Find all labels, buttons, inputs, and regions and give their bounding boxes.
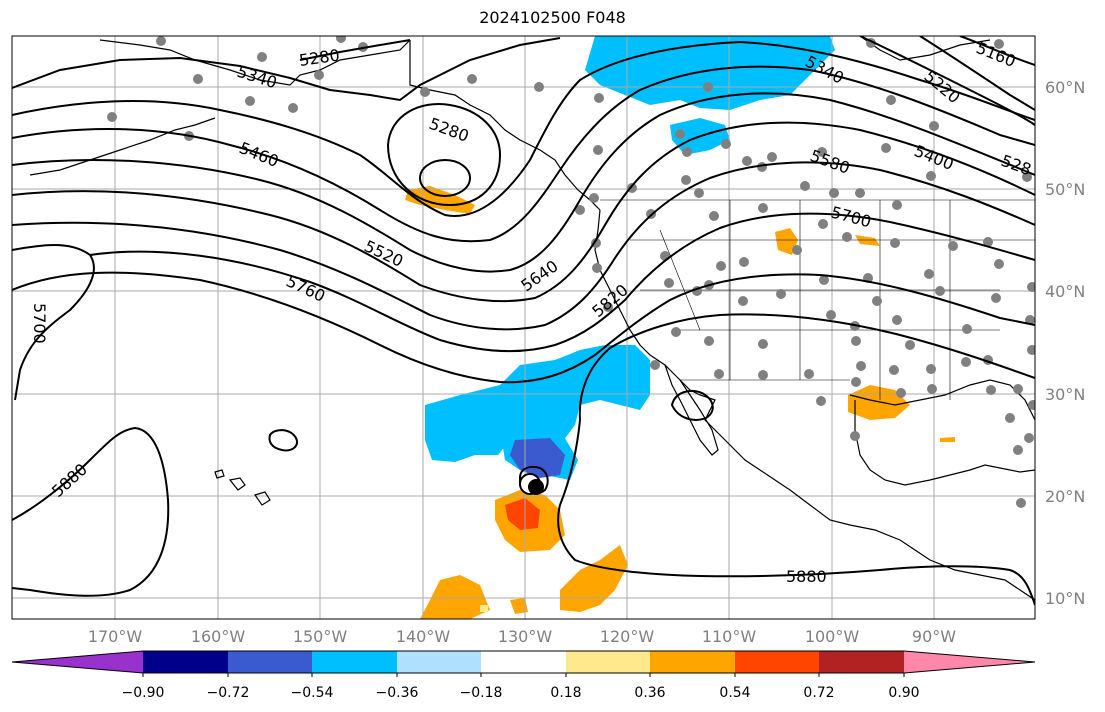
shade-orange-dot [940,437,955,442]
colorbar-segment [312,651,397,673]
lon-label: 160°W [191,627,246,646]
contour-low-mid [386,103,502,207]
contour-label: 5700 [30,303,49,344]
contour-5700-pac [12,244,95,401]
lat-label: 20°N [1045,487,1085,506]
contour-5580 [12,121,1035,303]
colorbar-segment [143,651,228,673]
map-title: 2024102500 F048 [479,8,626,27]
lat-label: 60°N [1045,78,1085,97]
contour-5280-alaska [299,39,411,61]
lon-label: 170°W [88,627,143,646]
colorbar-segment [228,651,312,673]
contour-east-upper [859,36,1035,126]
lon-label: 140°W [396,627,451,646]
colorbar-segment [481,651,566,673]
contour-5400 [12,40,1035,217]
lat-label: 30°N [1045,385,1085,404]
map-frame [11,35,1036,620]
lat-label: 40°N [1045,282,1085,301]
colorbar-segment [735,651,819,673]
colorbar-segment [566,651,650,673]
colorbar-tick-label: 0.90 [888,685,919,701]
shade-yellow-dot [480,605,488,612]
colorbar-tick-label: 0.72 [803,685,834,701]
contour-5880-east [557,419,1035,606]
lat-labels: 60°N 50°N 40°N 30°N 20°N 10°N [1045,78,1085,608]
lon-labels: 170°W 160°W 150°W 140°W 130°W 120°W 110°… [88,627,956,646]
colorbar-labels: −0.90 −0.72 −0.54 −0.36 −0.18 0.18 0.36 0.54 0.7… [122,673,920,701]
shade-orange-bottom-1 [420,575,490,619]
contour-5160 [959,36,1035,66]
colorbar-tick-label: 0.18 [550,685,581,701]
shade-orange-bottom-3 [510,598,528,614]
station-dots [107,36,1035,508]
lon-label: 120°W [600,627,655,646]
colorbar-tick-label: −0.90 [122,685,165,701]
lon-label: 90°W [912,627,956,646]
colorbar [11,650,1036,674]
colorbar-segment [650,651,735,673]
shade-cyan-central [425,345,650,462]
contour-5760 [12,271,1035,384]
shade-orange-bottom-2 [560,545,628,612]
colorbar-tick-label: −0.18 [460,685,503,701]
shade-blue-core [510,438,565,478]
colorbar-tick-label: 0.54 [719,685,750,701]
colorbar-tick-label: −0.54 [291,685,334,701]
contour-label: 5880 [786,567,827,586]
colorbar-extend-right [904,651,1035,673]
contour-gulf-loop [670,389,714,421]
shade-red-south [505,498,540,530]
shade-orange-plains [855,235,880,246]
cyclone-marker [519,473,544,495]
contour-low-inner [418,159,472,197]
colorbar-extend-left [12,651,143,673]
lon-label: 130°W [498,627,553,646]
contour-5880-small [268,429,298,452]
colorbar-segment [819,651,904,673]
shade-orange-rockies [775,228,798,255]
colorbar-tick-label: 0.36 [634,685,665,701]
lon-label: 110°W [702,627,757,646]
colorbar-tick-label: −0.72 [207,685,250,701]
colorbar-tick-label: −0.36 [376,685,419,701]
contour-5640 [12,161,1035,331]
contour-5340 [12,37,561,102]
lon-label: 150°W [293,627,348,646]
lat-label: 10°N [1045,589,1085,608]
lon-label: 100°W [805,627,860,646]
colorbar-segment [397,651,481,673]
lat-label: 50°N [1045,180,1085,199]
coastlines [29,36,1035,601]
contour-5820 [578,313,1035,421]
contour-east-upper2 [919,36,1035,111]
contour-5880-pac [12,426,170,597]
contour-5700 [89,212,1035,352]
contour-5520 [12,92,1035,273]
contour-5460 [12,65,1035,243]
